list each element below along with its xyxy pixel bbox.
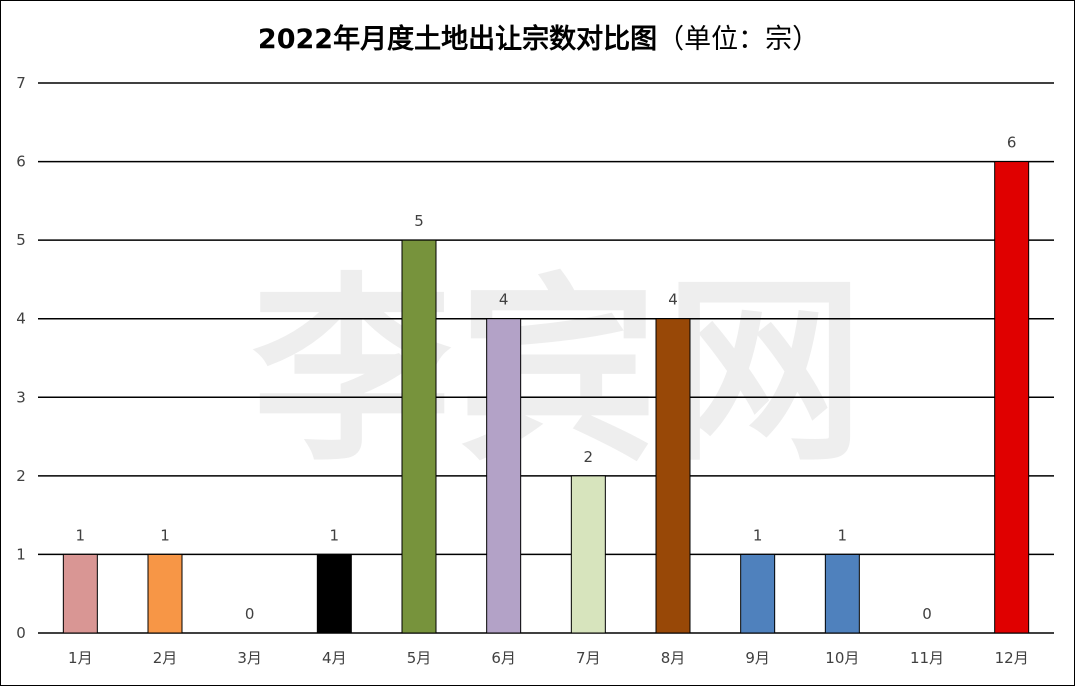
bar bbox=[824, 553, 860, 634]
x-tick-label: 4月 bbox=[322, 649, 347, 667]
y-tick-label: 2 bbox=[16, 467, 26, 485]
data-label: 5 bbox=[414, 212, 424, 230]
data-label: 1 bbox=[76, 526, 86, 544]
y-axis-ticks: 0 1 2 3 4 5 6 7 bbox=[16, 74, 26, 642]
data-label: 0 bbox=[245, 605, 255, 623]
data-label: 6 bbox=[1007, 134, 1017, 152]
bar bbox=[655, 318, 691, 634]
data-label: 0 bbox=[922, 605, 932, 623]
y-tick-label: 0 bbox=[16, 624, 26, 642]
data-label: 4 bbox=[499, 291, 509, 309]
bar bbox=[486, 318, 522, 634]
bar bbox=[570, 475, 606, 634]
data-label: 1 bbox=[838, 526, 848, 544]
y-tick-label: 4 bbox=[16, 310, 26, 328]
data-label: 2 bbox=[584, 448, 594, 466]
y-tick-label: 7 bbox=[16, 74, 26, 92]
x-tick-label: 9月 bbox=[745, 649, 770, 667]
y-tick-label: 5 bbox=[16, 231, 26, 249]
x-tick-label: 6月 bbox=[491, 649, 516, 667]
x-tick-label: 11月 bbox=[910, 649, 944, 667]
x-tick-label: 5月 bbox=[407, 649, 432, 667]
chart-title: 2022年月度土地出让宗数对比图（单位：宗） bbox=[1, 17, 1076, 56]
gridlines bbox=[38, 82, 1054, 634]
x-tick-label: 2月 bbox=[153, 649, 178, 667]
bar bbox=[316, 553, 352, 634]
y-tick-label: 6 bbox=[16, 153, 26, 171]
data-label: 1 bbox=[330, 526, 340, 544]
watermark: 李宾网 bbox=[251, 263, 870, 483]
data-label: 4 bbox=[668, 291, 678, 309]
chart-title-main: 2022年月度土地出让宗数对比图 bbox=[257, 24, 658, 55]
x-tick-label: 1月 bbox=[68, 649, 93, 667]
x-tick-label: 8月 bbox=[661, 649, 686, 667]
x-tick-label: 3月 bbox=[237, 649, 262, 667]
bar bbox=[62, 553, 98, 634]
y-tick-label: 3 bbox=[16, 388, 26, 406]
bar bbox=[994, 161, 1030, 634]
x-tick-label: 7月 bbox=[576, 649, 601, 667]
y-tick-label: 1 bbox=[16, 545, 26, 563]
bar bbox=[740, 553, 776, 634]
chart-title-unit: （单位：宗） bbox=[657, 24, 820, 55]
data-label: 1 bbox=[753, 526, 763, 544]
x-tick-label: 10月 bbox=[825, 649, 859, 667]
data-label: 1 bbox=[160, 526, 170, 544]
x-axis-ticks: 1月 2月 3月 4月 5月 6月 7月 8月 9月 10月 11月 12月 bbox=[68, 649, 1029, 667]
bar bbox=[401, 239, 437, 634]
bar bbox=[147, 553, 183, 634]
data-labels: 1 1 0 1 5 4 2 4 1 1 0 6 bbox=[76, 134, 1017, 623]
bars bbox=[62, 161, 1030, 634]
x-tick-label: 12月 bbox=[995, 649, 1029, 667]
